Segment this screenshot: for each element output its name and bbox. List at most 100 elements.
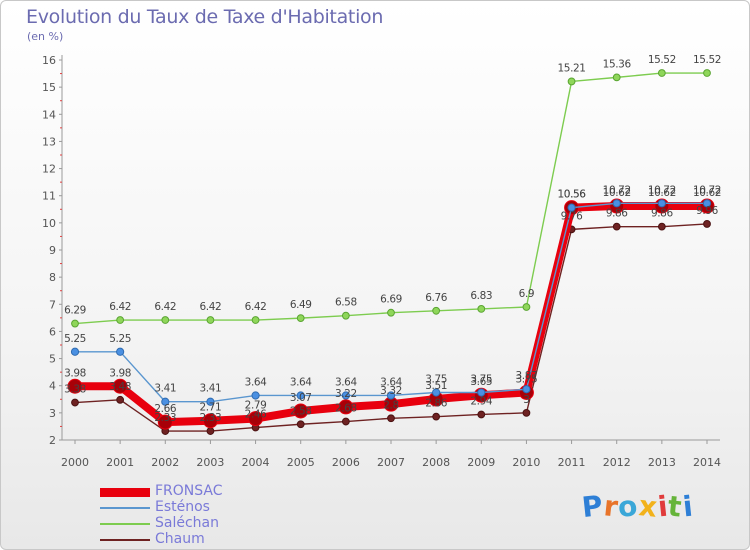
proxiti-logo: Proxiti [580, 488, 695, 525]
data-label: 3.98 [109, 367, 131, 379]
data-label: 6.83 [470, 290, 492, 302]
x-tick-label: 2012 [603, 456, 631, 469]
x-tick-label: 2009 [467, 456, 495, 469]
data-point [71, 398, 79, 407]
data-point [341, 391, 350, 400]
data-point [293, 403, 309, 419]
data-label: 15.52 [648, 54, 676, 66]
y-tick-label: 6 [49, 325, 56, 338]
data-point [387, 308, 395, 317]
legend-label: FRONSAC [155, 483, 223, 499]
data-label: 3.75 [470, 374, 492, 386]
data-label: 6.42 [154, 301, 176, 313]
data-point [248, 411, 264, 427]
legend-label: Saléchan [155, 515, 219, 531]
data-point [657, 199, 666, 208]
y-tick-label: 15 [42, 81, 56, 94]
x-tick-label: 2006 [332, 456, 360, 469]
data-point [612, 222, 621, 231]
data-point [477, 388, 486, 397]
data-label: 5.25 [109, 333, 131, 345]
data-label: 3.87 [516, 370, 538, 382]
x-tick-label: 2003 [196, 456, 224, 469]
data-label: 3.41 [154, 383, 176, 395]
data-label: 3.98 [64, 367, 86, 379]
y-tick-label: 8 [49, 271, 56, 284]
data-label: 2.68 [335, 403, 357, 415]
data-point [112, 378, 128, 394]
x-tick-label: 2008 [422, 456, 450, 469]
data-label: 6.29 [64, 305, 86, 317]
data-point [386, 391, 396, 400]
data-label: 2.86 [425, 398, 447, 410]
logo-letter: P [580, 488, 606, 525]
data-point [432, 306, 441, 315]
data-label: 15.21 [558, 62, 586, 74]
data-label: 10.56 [558, 189, 587, 201]
data-label: 6.42 [245, 301, 267, 313]
y-tick-label: 11 [42, 190, 56, 203]
data-point [657, 222, 666, 231]
data-label: 5.25 [64, 333, 86, 345]
data-label: 3.64 [245, 376, 267, 388]
x-tick-label: 2004 [242, 456, 270, 469]
data-label: 10.62 [603, 187, 631, 199]
y-tick-label: 12 [42, 163, 56, 176]
data-point [702, 199, 712, 208]
data-label: 9.86 [651, 208, 673, 220]
data-point [71, 319, 79, 328]
y-tick-label: 14 [42, 108, 56, 121]
y-tick-label: 16 [42, 54, 56, 67]
data-point [157, 414, 173, 430]
data-label: 6.9 [519, 288, 535, 300]
y-tick-label: 2 [49, 434, 56, 447]
data-label: 6.42 [109, 301, 131, 313]
data-label: 15.52 [693, 54, 721, 66]
data-point [67, 378, 83, 394]
x-tick-label: 2013 [648, 456, 676, 469]
y-tick-label: 5 [49, 353, 56, 366]
data-point [116, 347, 125, 356]
data-point [70, 347, 80, 356]
data-point [206, 427, 215, 435]
data-label: 10.72 [648, 184, 676, 196]
data-label: 10.72 [693, 184, 721, 196]
legend-label: Esténos [155, 499, 210, 515]
data-label: 10.72 [603, 184, 631, 196]
data-point [341, 417, 350, 426]
data-point [296, 391, 305, 400]
data-point [206, 397, 215, 406]
data-label: 2.58 [290, 405, 312, 417]
x-tick-label: 2011 [558, 456, 586, 469]
data-point [251, 316, 260, 324]
data-label: 15.36 [603, 58, 632, 70]
data-point [161, 316, 170, 324]
data-point [522, 303, 531, 311]
data-label: 2.8 [383, 399, 399, 411]
data-label: 3 [523, 394, 529, 406]
data-label: 2.33 [200, 412, 222, 424]
data-point [432, 388, 441, 397]
y-tick-label: 10 [42, 217, 56, 230]
data-label: 2.94 [470, 395, 492, 407]
chart-title: Evolution du Taux de Taxe d'Habitation [26, 6, 384, 28]
data-point [206, 316, 215, 324]
data-label: 9.76 [561, 210, 583, 222]
data-label: 3.64 [290, 376, 312, 388]
legend-swatch [100, 523, 150, 525]
data-point [477, 305, 486, 313]
data-label: 2.46 [245, 409, 267, 421]
data-label: 2.66 [154, 403, 176, 415]
y-tick-label: 13 [42, 135, 56, 148]
data-label: 6.76 [425, 292, 447, 304]
data-point [296, 314, 305, 323]
legend-swatch [100, 507, 150, 509]
data-label: 3.48 [109, 381, 131, 393]
data-point [477, 410, 486, 419]
data-point [341, 311, 350, 320]
data-label: 3.41 [200, 383, 222, 395]
data-point [387, 414, 395, 423]
data-label: 2.33 [154, 412, 176, 424]
data-label: 3.75 [425, 374, 447, 386]
